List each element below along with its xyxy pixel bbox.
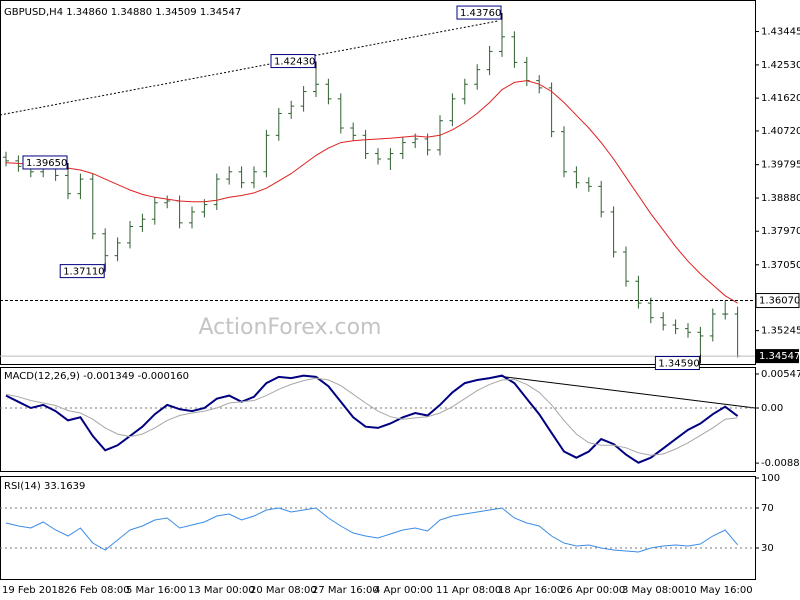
series-line: [5, 507, 738, 553]
y-tick-label: 1.37050: [761, 260, 800, 271]
level-label: 1.36070: [759, 296, 800, 307]
annotation-label: 1.34590: [658, 359, 699, 370]
y-tick-label: 1.38880: [761, 193, 800, 204]
y-tick-label: 0.00: [761, 403, 783, 414]
watermark: ActionForex.com: [199, 315, 382, 340]
annotation-label: 1.43760: [460, 8, 501, 19]
annotation-box: [654, 356, 700, 371]
x-tick-label: 11 Apr 08:00: [436, 585, 501, 596]
macd-panel: [0, 367, 756, 472]
channel-line: [0, 20, 499, 116]
annotation-box: [59, 264, 105, 279]
y-tick-label: 1.37970: [761, 226, 800, 237]
x-tick-label: 18 Apr 16:00: [498, 585, 563, 596]
x-tick-label: 13 Mar 00:00: [188, 585, 255, 596]
annotation-box: [270, 54, 316, 69]
series-line: [5, 80, 738, 304]
x-tick-label: 27 Mar 16:00: [312, 585, 379, 596]
y-tick-label: 70: [761, 503, 774, 514]
x-tick-label: 10 May 16:00: [684, 585, 753, 596]
x-tick-label: 5 Mar 16:00: [126, 585, 186, 596]
y-tick-label: 1.39795: [761, 160, 800, 171]
rsi-panel: [0, 476, 756, 580]
last-price-label: 1.34547: [759, 351, 800, 362]
x-tick-label: 26 Feb 08:00: [64, 585, 130, 596]
macd-trend-line: [497, 375, 756, 409]
last-price-box: [756, 349, 799, 364]
x-tick-label: 19 Feb 2018: [2, 585, 64, 596]
y-tick-label: 100: [761, 473, 780, 484]
panel-title: MACD(12,26,9) -0.001349 -0.000160: [4, 371, 189, 382]
y-tick-label: 1.35245: [761, 326, 800, 337]
panel-title: GBPUSD,H4 1.34860 1.34880 1.34509 1.3454…: [4, 7, 241, 18]
series-line: [5, 377, 738, 456]
x-tick-label: 20 Mar 08:00: [250, 585, 317, 596]
panel-title: RSI(14) 33.1639: [4, 481, 85, 492]
annotation-label: 1.39650: [26, 158, 67, 169]
y-tick-label: 30: [761, 543, 774, 554]
y-tick-label: 0.00547: [761, 369, 800, 380]
y-tick-label: 1.41620: [761, 93, 800, 104]
annotation-box: [22, 155, 68, 170]
annotation-label: 1.37110: [63, 267, 104, 278]
y-tick-label: 1.42530: [761, 60, 800, 71]
y-tick-label: -0.00886: [761, 458, 800, 469]
x-tick-label: 4 Apr 00:00: [374, 585, 433, 596]
x-tick-label: 26 Apr 00:00: [560, 585, 625, 596]
y-tick-label: 1.43445: [761, 27, 800, 38]
annotation-label: 1.42430: [274, 57, 315, 68]
level-box: [755, 293, 800, 309]
y-tick-label: 1.40720: [761, 126, 800, 137]
price-panel: [0, 0, 756, 365]
annotation-box: [456, 5, 502, 20]
x-tick-label: 3 May 08:00: [622, 585, 684, 596]
